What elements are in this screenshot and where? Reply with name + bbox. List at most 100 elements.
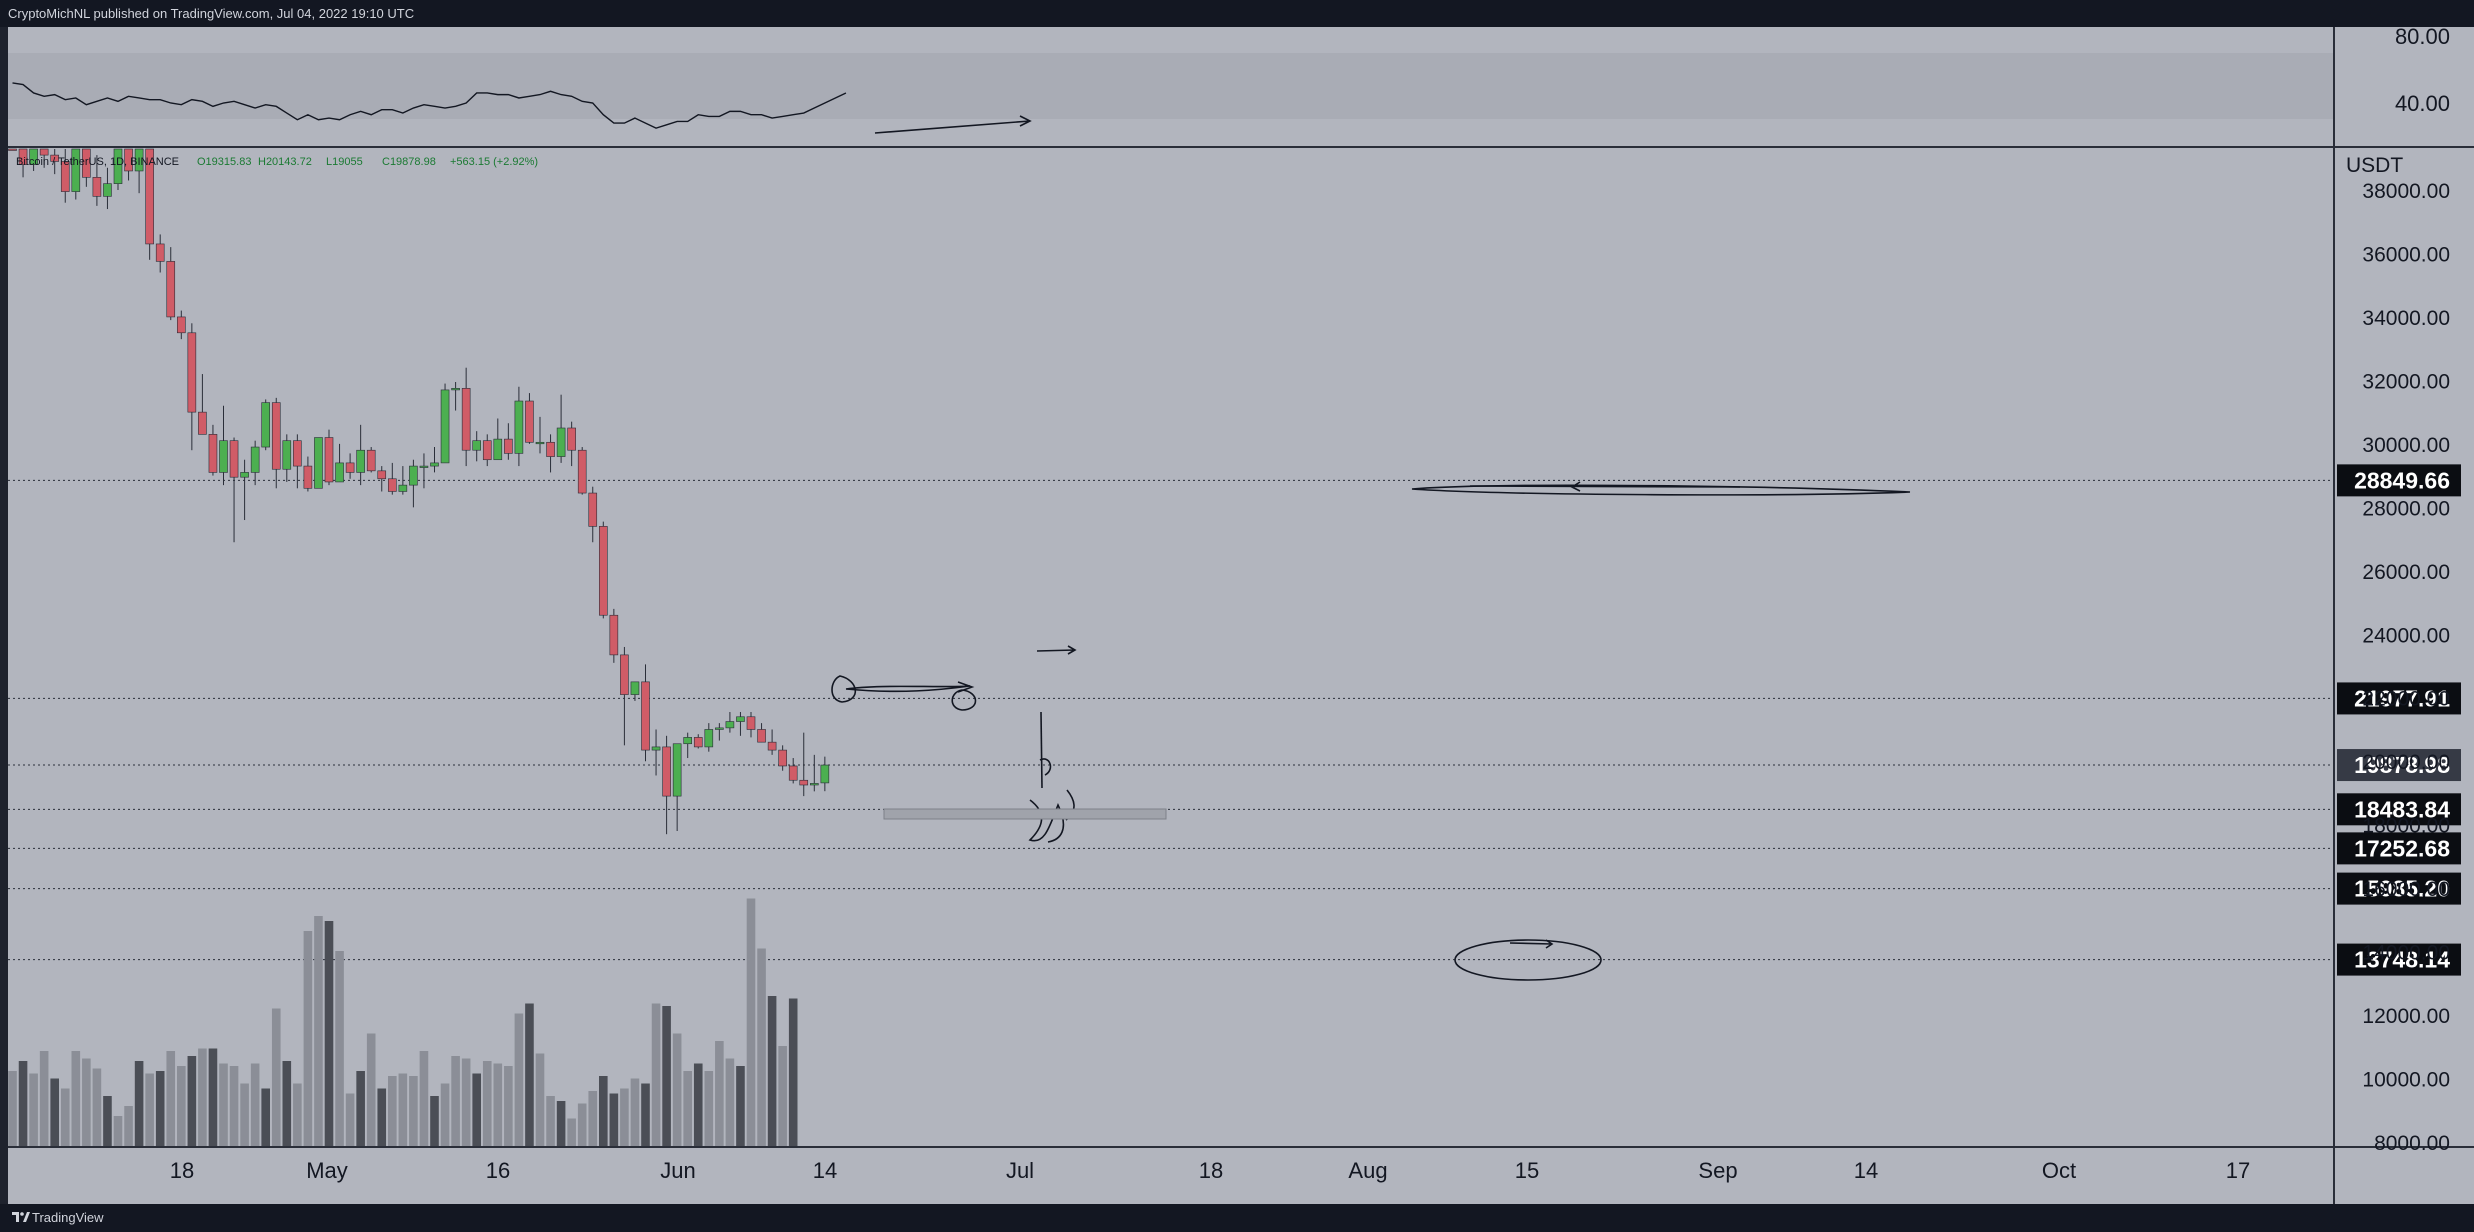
volume-bar: [324, 921, 334, 1146]
volume-bar: [345, 1093, 355, 1146]
candle-body: [387, 478, 397, 492]
volume-bar: [18, 1061, 28, 1146]
candle-body: [29, 148, 38, 165]
candle-body: [788, 765, 798, 781]
candles: [8, 148, 830, 835]
volume-bar: [335, 951, 344, 1146]
level-price-tag: [2337, 682, 2461, 715]
time-tick-label: 15: [1515, 1158, 1539, 1183]
price-tick-label: 34000.00: [2362, 307, 2450, 330]
candle-body: [809, 783, 819, 786]
candle-body: [514, 400, 524, 454]
volume-bar: [124, 1106, 133, 1146]
publisher-text: CryptoMichNL published on TradingView.co…: [8, 6, 415, 21]
candle-body: [556, 427, 566, 457]
volume-bar: [461, 1058, 471, 1146]
volume-bar: [71, 1051, 81, 1146]
time-tick-label: 17: [2226, 1158, 2250, 1183]
volume-bar: [630, 1078, 640, 1146]
candle-body: [757, 729, 766, 743]
candle-body: [377, 470, 387, 480]
candle-body: [409, 465, 418, 486]
publisher-bar: CryptoMichNL published on TradingView.co…: [0, 0, 2474, 27]
candle-body: [704, 729, 714, 748]
candle-body: [620, 654, 629, 695]
volume-bar: [303, 931, 313, 1146]
time-tick-label: May: [306, 1158, 348, 1183]
volume-bar: [398, 1073, 408, 1146]
volume-bar: [39, 1051, 49, 1146]
volume-bar: [514, 1013, 524, 1146]
candle-body: [198, 411, 207, 435]
candle-body: [166, 261, 176, 318]
candle-body: [366, 449, 376, 472]
volume-bar: [145, 1073, 154, 1146]
volume-bar: [567, 1118, 576, 1146]
candle-body: [451, 388, 460, 391]
candle-body: [240, 472, 249, 478]
volume-bar: [29, 1073, 38, 1146]
volume-bar: [482, 1061, 492, 1146]
candle-body: [314, 437, 323, 489]
volume-bar: [725, 1058, 735, 1146]
candle-body: [598, 526, 608, 616]
price-tick-label: 30000.00: [2362, 434, 2450, 457]
rsi-tick-label: 40.00: [2395, 91, 2450, 116]
volume-bar: [388, 1076, 397, 1146]
volume-bar: [715, 1041, 724, 1146]
drawn-loop-left: [831, 675, 857, 703]
candle-body: [50, 154, 60, 162]
volume-bar: [609, 1093, 619, 1146]
candle-body: [430, 462, 439, 467]
volume-bar: [440, 1083, 450, 1146]
candle-body: [683, 737, 693, 745]
volume-bar: [187, 1056, 197, 1146]
price-tick-label: 18000.00: [2362, 815, 2450, 838]
volume-bar: [419, 1051, 429, 1146]
candle-body: [577, 449, 587, 494]
time-tick-label: 18: [170, 1158, 194, 1183]
support-zone: [883, 808, 1167, 820]
volume-bar: [134, 1061, 144, 1146]
candle-body: [39, 148, 49, 156]
price-tick-label: 26000.00: [2362, 561, 2450, 584]
volume-bar: [314, 916, 323, 1146]
drawn-ellipse-upper: [1411, 484, 1911, 496]
candle-body: [324, 437, 334, 483]
candle-body: [113, 148, 123, 184]
candle-body: [356, 449, 365, 473]
volume-bar: [92, 1068, 102, 1146]
price-tick-label: 22000.00: [2362, 688, 2450, 711]
level-price-label: 18483.84: [2354, 796, 2450, 822]
level-price-tag: [2337, 943, 2461, 976]
volume-bar: [208, 1048, 218, 1146]
candle-body: [546, 441, 555, 457]
candle-body: [82, 148, 91, 178]
candle-body: [250, 446, 260, 473]
volume-bar: [778, 1046, 787, 1146]
candle-body: [92, 177, 102, 197]
volume-bar: [788, 998, 798, 1146]
rsi-band: [8, 53, 2334, 119]
level-price-label: 21977.91: [2354, 685, 2450, 711]
candle-body: [187, 332, 197, 413]
volume-bar: [240, 1083, 249, 1146]
volume-bar: [767, 996, 777, 1146]
volume-bar: [493, 1063, 503, 1146]
level-price-label: 15985.20: [2354, 876, 2450, 902]
footer-bar: [0, 1204, 2474, 1232]
volume-bar: [8, 1071, 17, 1146]
time-tick-label: Aug: [1348, 1158, 1387, 1183]
ohlc-open: O19315.83: [197, 156, 251, 168]
candle-body: [440, 389, 450, 464]
volume-bar: [82, 1058, 91, 1146]
volume-bar: [293, 1083, 302, 1146]
price-axis: 38000.00 36000.00 34000.00 32000.00 30000.00…: [2362, 180, 2450, 1155]
candle-body: [398, 484, 408, 492]
candle-body: [693, 737, 703, 748]
volume-bar: [693, 1063, 703, 1146]
level-price-tag: [2337, 872, 2461, 905]
volume-bar: [250, 1063, 260, 1146]
candle-body: [651, 746, 661, 751]
